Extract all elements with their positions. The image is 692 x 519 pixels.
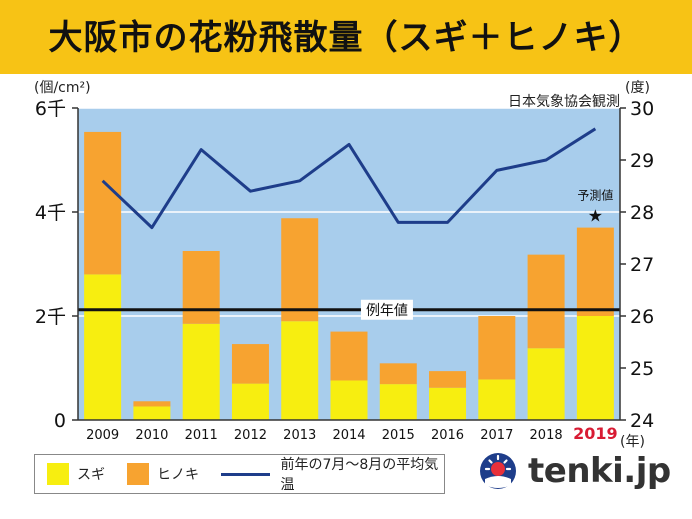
right-tick-label: 24 xyxy=(630,410,654,432)
bar-hinoki xyxy=(379,363,417,385)
left-tick-label: 4千 xyxy=(35,202,66,224)
reference-line-label: 例年値 xyxy=(366,303,408,319)
right-tick-label: 30 xyxy=(630,98,654,120)
bar-sugi xyxy=(330,380,368,420)
bar-hinoki xyxy=(527,254,565,349)
bar-sugi xyxy=(576,316,614,420)
chart-title: 大阪市の花粉飛散量（スギ＋ヒノキ） xyxy=(48,18,644,58)
x-tick-label: 2017 xyxy=(480,428,513,443)
bar-sugi xyxy=(478,379,516,420)
x-tick-label: 2010 xyxy=(135,428,168,443)
x-tick-label: 2011 xyxy=(185,428,218,443)
star-icon: ★ xyxy=(588,207,603,227)
temperature-line xyxy=(101,127,597,230)
right-tick-label: 29 xyxy=(630,150,654,172)
bar-hinoki xyxy=(84,131,122,275)
bar-sugi xyxy=(281,321,319,420)
x-tick-label: 2016 xyxy=(431,428,464,443)
sugi-swatch xyxy=(47,463,69,485)
bar-sugi xyxy=(379,384,417,420)
right-tick-label: 25 xyxy=(630,358,654,380)
temperature-line-swatch xyxy=(221,472,271,476)
right-tick-label: 28 xyxy=(630,202,654,224)
bar-sugi xyxy=(133,406,171,420)
year-unit-label: (年) xyxy=(620,434,645,450)
legend-item-sugi: スギ xyxy=(47,455,105,493)
bar-sugi xyxy=(231,383,269,420)
right-tick-label: 26 xyxy=(630,306,654,328)
x-tick-label: 2018 xyxy=(530,428,563,443)
x-tick-label: 2013 xyxy=(283,428,316,443)
legend-label-hinoki: ヒノキ xyxy=(157,467,199,483)
legend: スギ ヒノキ 前年の7月～8月の平均気温 xyxy=(34,454,445,494)
unit-right-label: (度) xyxy=(625,80,650,96)
bar-hinoki xyxy=(330,331,368,381)
title-bar xyxy=(0,0,692,74)
legend-item-hinoki: ヒノキ xyxy=(127,455,199,493)
bar-hinoki xyxy=(133,401,171,407)
left-tick-label: 2千 xyxy=(35,306,66,328)
unit-left-label: (個/cm²) xyxy=(34,80,91,96)
bar-sugi xyxy=(84,274,122,420)
left-tick-label: 0 xyxy=(54,410,66,432)
bar-hinoki xyxy=(429,371,467,388)
legend-label-temperature: 前年の7月～8月の平均気温 xyxy=(280,457,439,493)
reference-label-bg xyxy=(360,299,413,320)
x-tick-label: 2015 xyxy=(382,428,415,443)
x-tick-label: 2012 xyxy=(234,428,267,443)
left-tick-label: 6千 xyxy=(35,98,66,120)
bar-hinoki xyxy=(182,251,220,324)
bar-hinoki xyxy=(281,218,319,322)
tenki-logo: tenki.jp xyxy=(476,446,671,496)
bar-hinoki xyxy=(478,316,516,380)
logo-text: tenki.jp xyxy=(528,451,671,491)
x-tick-label: 2014 xyxy=(332,428,365,443)
bar-sugi xyxy=(527,348,565,420)
legend-item-temperature: 前年の7月～8月の平均気温 xyxy=(221,455,444,493)
bar-sugi xyxy=(182,323,220,420)
source-label: 日本気象協会観測 xyxy=(508,93,620,110)
x-tick-label: 2019 xyxy=(573,424,618,443)
legend-label-sugi: スギ xyxy=(77,467,105,483)
sun-icon xyxy=(480,453,516,489)
bar-hinoki xyxy=(576,227,614,316)
hinoki-swatch xyxy=(127,463,149,485)
bar-sugi xyxy=(429,387,467,420)
x-tick-label: 2009 xyxy=(86,428,119,443)
bar-hinoki xyxy=(231,344,269,384)
forecast-label: 予測値 xyxy=(577,188,613,203)
right-tick-label: 27 xyxy=(630,254,654,276)
